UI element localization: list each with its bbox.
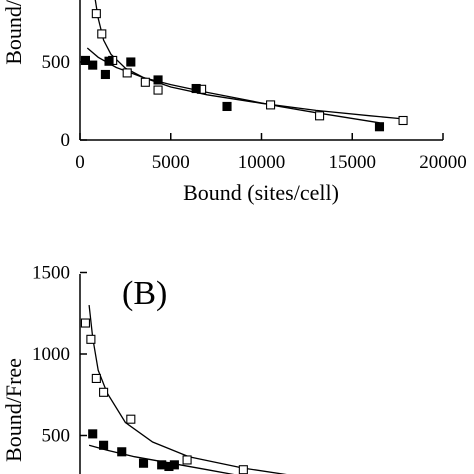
panel-a-open-square-point-1 xyxy=(97,29,107,39)
panel-a-open-square-point-0 xyxy=(91,9,101,19)
panel-a-open-square-point-8 xyxy=(315,111,325,121)
panel-a-filled-square-point-7 xyxy=(222,101,232,112)
panel-a-x-tick-label-4: 20000 xyxy=(419,152,467,173)
panel-b: 500 1000 1500 (B) Bound/Free xyxy=(1,263,287,474)
panel-b-open-square-point-3 xyxy=(99,387,109,397)
panel-b-open-square-point-5 xyxy=(182,455,192,465)
panel-b-y-tick-label-2: 1500 xyxy=(32,263,70,284)
panel-b-fit-curve-0 xyxy=(88,305,287,474)
panel-a-x-tick-label-0: 0 xyxy=(75,152,85,173)
panel-b-open-square-point-6 xyxy=(238,465,248,474)
panel-a-open-square-point-4 xyxy=(140,77,150,87)
panel-a-x-tick-label-3: 15000 xyxy=(329,152,377,173)
panel-a-filled-square-point-1 xyxy=(88,60,98,70)
panel-b-y-tick-label-1: 1000 xyxy=(32,344,70,365)
panel-a-x-tick-label-1: 5000 xyxy=(152,152,190,173)
panel-b-filled-square-point-2 xyxy=(117,447,127,457)
panel-b-open-square-point-2 xyxy=(91,373,101,384)
panel-a-filled-square-point-4 xyxy=(126,57,136,67)
panel-a-filled-square-point-8 xyxy=(374,122,385,132)
panel-a-open-square-point-3 xyxy=(122,68,132,78)
panel-a-fit-curve-0 xyxy=(94,0,404,120)
panel-a-open-square-point-5 xyxy=(153,85,163,95)
panel-a-filled-square-point-6 xyxy=(191,83,201,94)
panel-b-filled-square-point-0 xyxy=(88,429,98,439)
panel-b-filled-square-point-1 xyxy=(99,440,109,450)
panel-b-filled-square-point-3 xyxy=(138,458,149,468)
panel-a-y-axis-title: Bound/ xyxy=(1,0,26,65)
panel-b-y-axis-title: Bound/Free xyxy=(1,358,26,462)
panel-a-filled-square-point-3 xyxy=(104,56,114,66)
panel-b-open-square-point-1 xyxy=(86,334,96,344)
panel-a-filled-square-point-0 xyxy=(80,55,90,65)
panel-b-open-square-point-4 xyxy=(126,414,136,424)
panel-a-filled-square-point-5 xyxy=(153,75,163,85)
panel-b-label: (B) xyxy=(122,275,167,312)
panel-a-y-tick-label-0: 0 xyxy=(61,130,71,151)
panel-b-y-tick-label-0: 500 xyxy=(42,426,71,447)
panel-a-open-square-point-7 xyxy=(266,100,276,110)
panel-a-filled-square-point-2 xyxy=(100,69,110,80)
panel-b-filled-square-point-6 xyxy=(169,460,179,470)
panel-a-open-square-point-9 xyxy=(398,115,408,126)
panel-a-x-tick-label-2: 10000 xyxy=(238,152,286,173)
panel-b-open-square-point-0 xyxy=(80,318,90,328)
panel-a-y-tick-label-1: 500 xyxy=(42,52,71,73)
panel-a-x-axis-title: Bound (sites/cell) xyxy=(183,180,339,205)
